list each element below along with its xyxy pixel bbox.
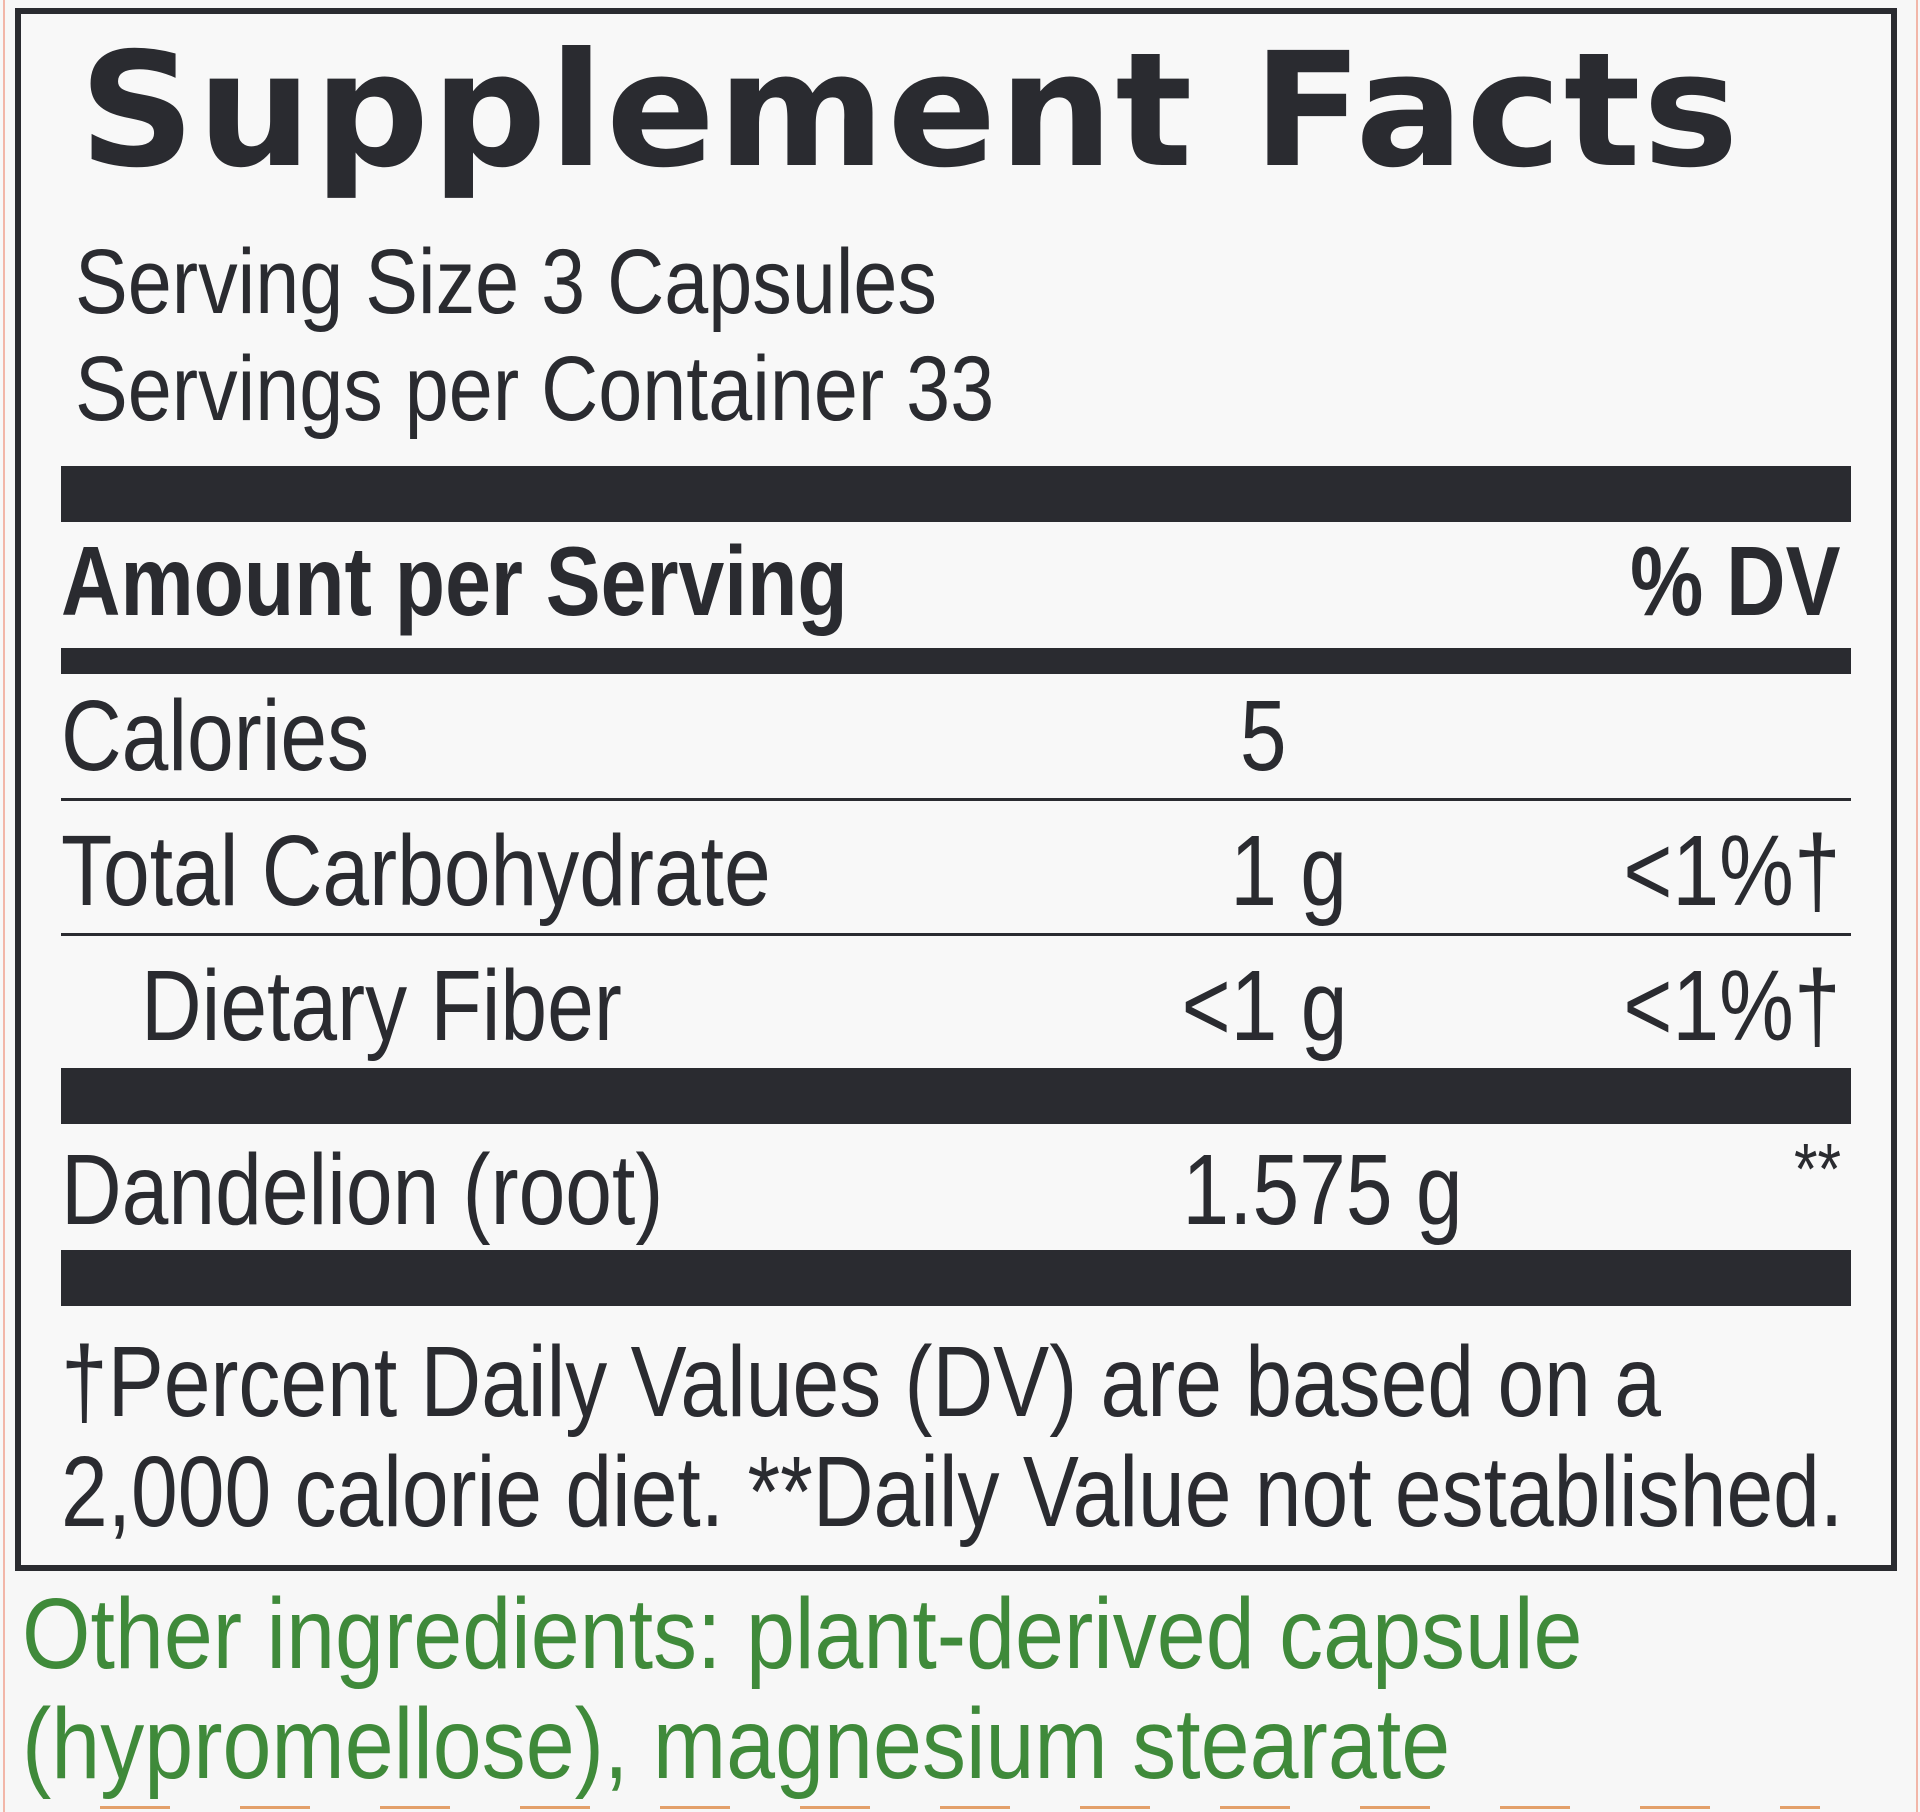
footnote-line-1: †Percent Daily Values (DV) are based on …: [61, 1326, 1661, 1438]
row-fiber-name: Dietary Fiber: [141, 950, 622, 1062]
row-calories-name: Calories: [61, 680, 370, 792]
facts-inner: Supplement Facts Serving Size 3 Capsules…: [61, 14, 1851, 1565]
footnote-line-2: 2,000 calorie diet. **Daily Value not es…: [61, 1436, 1844, 1548]
row-dandelion-name: Dandelion (root): [61, 1134, 664, 1246]
row-calories-amount: 5: [1240, 680, 1287, 792]
supplement-facts-panel: Supplement Facts Serving Size 3 Capsules…: [15, 8, 1897, 1571]
serving-size: Serving Size 3 Capsules: [75, 231, 937, 333]
thick-divider-3: [61, 1250, 1851, 1306]
other-ingredients-line-1: Other ingredients: plant-derived capsule: [22, 1578, 1583, 1690]
row-fiber-dv: <1%†: [1623, 950, 1841, 1062]
row-dandelion-amount: 1.575 g: [1182, 1134, 1463, 1246]
thick-divider-1: [61, 466, 1851, 522]
thin-rule-1: [61, 798, 1851, 801]
thin-rule-2: [61, 933, 1851, 936]
right-edge-line: [1916, 0, 1918, 1812]
percent-dv-heading: % DV: [1630, 526, 1841, 636]
left-edge-line: [3, 0, 5, 1812]
row-carbohydrate-dv: <1%†: [1623, 815, 1841, 927]
other-ingredients-line-2: (hypromellose), magnesium stearate: [22, 1688, 1451, 1800]
dashed-border-bottom: [100, 1806, 1820, 1809]
thick-divider-2: [61, 1068, 1851, 1124]
servings-per-container: Servings per Container 33: [75, 338, 995, 440]
row-fiber-amount: <1 g: [1181, 950, 1347, 1062]
medium-divider: [61, 648, 1851, 674]
row-carbohydrate-name: Total Carbohydrate: [61, 815, 771, 927]
facts-title: Supplement Facts: [79, 19, 1741, 203]
row-carbohydrate-amount: 1 g: [1230, 815, 1347, 927]
amount-per-serving-heading: Amount per Serving: [61, 526, 848, 636]
row-dandelion-dv: **: [1793, 1130, 1841, 1210]
